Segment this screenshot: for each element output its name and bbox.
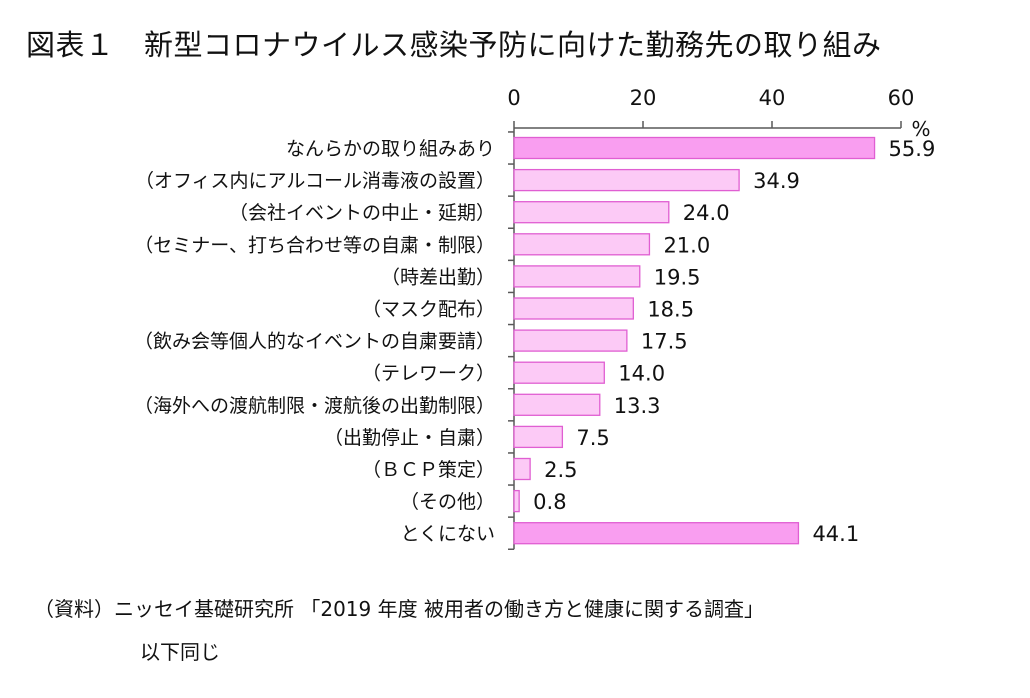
value-label: 24.0 [683, 201, 730, 225]
value-label: 21.0 [663, 233, 710, 257]
value-label: 0.8 [533, 490, 566, 514]
value-labels: 55.9 34.9 24.0 21.0 19.5 18.5 17.5 14.0 13.37.5 2… [533, 137, 935, 546]
value-label: 7.5 [576, 426, 609, 450]
category-label: （会社イベントの中止・延期） [229, 202, 495, 224]
category-label: （海外への渡航制限・渡航後の出勤制限） [134, 395, 495, 417]
category-label: （オフィス内にアルコール消毒液の設置） [135, 170, 495, 192]
x-tick-label: 0 [507, 86, 520, 110]
bar-chart: 0 20 40 60% なんらかの取り組みあり （オフィス内にアルコール消毒液の設置） （… [134, 86, 935, 550]
value-label: 13.3 [614, 394, 661, 418]
x-tick-label: 40 [759, 86, 786, 110]
x-axis-unit: % [911, 117, 930, 141]
x-tick-label: 20 [630, 86, 657, 110]
x-tick-label: 60 [888, 86, 915, 110]
bar [513, 265, 641, 288]
category-label: （ＢＣＰ策定） [362, 459, 495, 481]
value-label: 44.1 [812, 522, 859, 546]
category-labels: なんらかの取り組みあり （オフィス内にアルコール消毒液の設置） （会社イベントの中止… [134, 138, 495, 545]
category-label: （時差出勤） [381, 266, 495, 288]
category-label: （出勤停止・自粛） [324, 427, 495, 449]
category-label: （マスク配布） [362, 299, 495, 321]
bar [513, 393, 601, 416]
bar [513, 489, 520, 513]
bar [513, 233, 651, 256]
bar [513, 168, 740, 192]
bars [513, 136, 876, 545]
category-label: （セミナー、打ち合わせ等の自粛・制限） [134, 234, 495, 256]
source-note-continued: 以下同じ [140, 640, 220, 664]
value-label: 17.5 [641, 330, 688, 354]
value-label: 2.5 [544, 458, 577, 482]
bar [513, 425, 564, 449]
value-label: 18.5 [647, 298, 694, 322]
value-label: 55.9 [889, 137, 936, 161]
category-label: （その他） [400, 491, 495, 513]
category-label: （テレワーク） [362, 363, 495, 385]
bar [513, 457, 531, 481]
source-note: （資料）ニッセイ基礎研究所 「2019 年度 被用者の働き方と健康に関する調査」 [34, 597, 764, 621]
category-label: （飲み会等個人的なイベントの自粛要請） [134, 331, 495, 353]
bar [513, 136, 876, 160]
bar [513, 329, 628, 352]
bar [513, 522, 800, 545]
category-label: とくにない [401, 523, 495, 545]
category-label: なんらかの取り組みあり [286, 138, 495, 160]
bar [513, 361, 605, 384]
bar [513, 201, 670, 224]
value-label: 14.0 [618, 362, 665, 386]
bar [513, 297, 634, 320]
value-label: 34.9 [753, 169, 800, 193]
value-label: 19.5 [654, 265, 701, 289]
chart-title: 図表１ 新型コロナウイルス感染予防に向けた勤務先の取り組み [26, 28, 882, 62]
